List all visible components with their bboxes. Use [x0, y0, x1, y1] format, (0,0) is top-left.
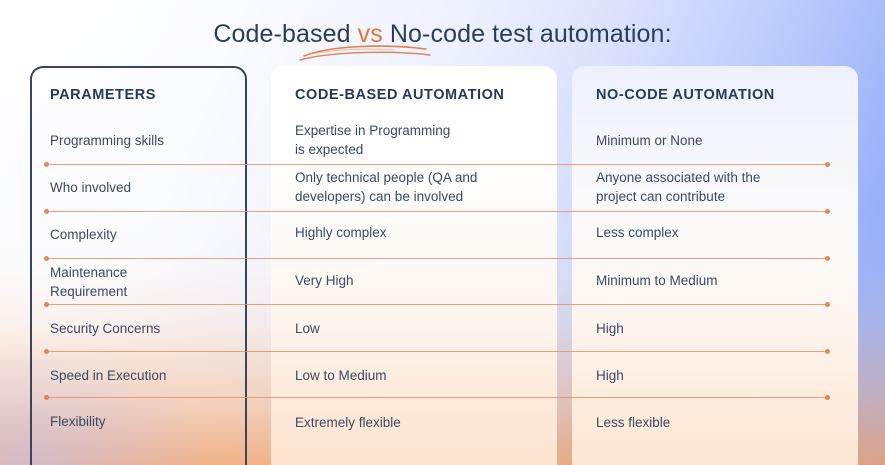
table-cell-no-code: Minimum or None: [596, 133, 703, 148]
table-cell-parameter: Who involved: [50, 180, 132, 195]
table-cell-code-based: Only technical people (QA and developers)…: [295, 170, 478, 204]
table-cell-code-based: Low: [295, 321, 320, 336]
column-header-no-code: NO-CODE AUTOMATION: [596, 87, 775, 103]
table-cell-code-based: Extremely flexible: [295, 415, 401, 430]
row-divider: [44, 162, 830, 167]
table-cell-no-code: Less flexible: [596, 415, 671, 430]
table-cell-no-code: High: [596, 368, 624, 383]
table-cell-no-code: Less complex: [596, 225, 679, 240]
table-cell-parameter: Security Concerns: [50, 321, 161, 336]
table-cell-code-based: Highly complex: [295, 225, 387, 240]
table-cell-no-code: Minimum to Medium: [596, 273, 718, 288]
title-part-before: Code-based: [213, 20, 358, 48]
table-cell-no-code: Anyone associated with the project can co…: [596, 170, 761, 204]
row-divider: [44, 209, 830, 214]
table-cell-parameter: Maintenance Requirement: [50, 265, 128, 299]
table-cell-parameter: Programming skills: [50, 133, 165, 148]
background-violet-glow: [0, 265, 300, 465]
table-cell-code-based: Very High: [295, 273, 354, 288]
table-cell-no-code: High: [596, 321, 624, 336]
table-cell-parameter: Flexibility: [50, 414, 106, 429]
table-cell-parameter: Speed in Execution: [50, 368, 167, 383]
row-divider: [44, 395, 830, 400]
column-card-code-based: [271, 66, 557, 465]
table-cell-code-based: Expertise in Programming is expected: [295, 123, 451, 157]
row-divider: [44, 256, 830, 261]
title-part-after: No-code test automation:: [382, 20, 672, 48]
column-header-code-based: CODE-BASED AUTOMATION: [295, 87, 505, 103]
column-card-no-code: [572, 66, 858, 465]
page-title: Code-based vs No-code test automation:: [0, 18, 885, 50]
row-divider: [44, 302, 830, 307]
table-cell-code-based: Low to Medium: [295, 368, 387, 383]
column-card-parameters: [30, 66, 247, 465]
row-divider: [44, 349, 830, 354]
column-header-parameters: PARAMETERS: [50, 87, 156, 103]
title-vs-accent: vs: [357, 20, 383, 48]
table-cell-parameter: Complexity: [50, 227, 117, 242]
